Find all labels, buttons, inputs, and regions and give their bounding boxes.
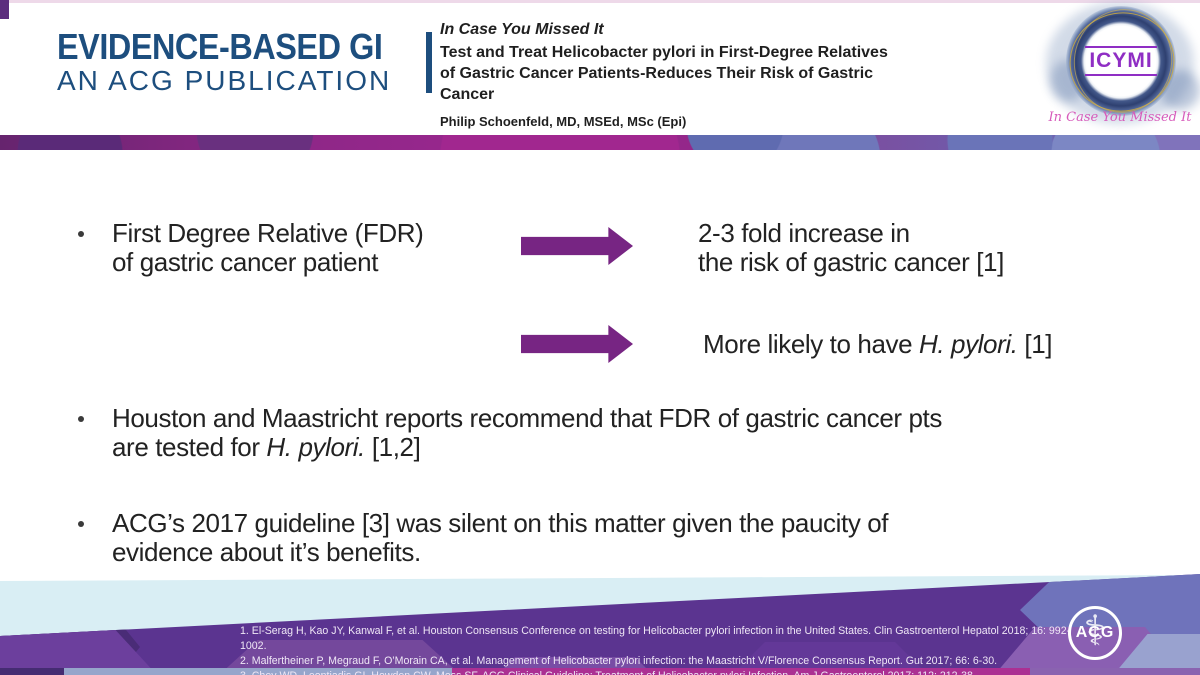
slide-title-line3: Cancer [440, 86, 495, 103]
top-edge-line [0, 0, 1200, 3]
reference-item: 3. Chey WD, Leontiadis GI, Howden CW, Mo… [240, 669, 1090, 675]
arrow-icon [521, 227, 633, 265]
bullet-3-line2: evidence about it’s benefits. [112, 537, 421, 567]
arrow-icon [521, 325, 633, 363]
acg-seal: ⚕ ACG [1068, 606, 1122, 660]
brand-subtitle: AN ACG PUBLICATION [57, 65, 392, 96]
bullet-2-line1: Houston and Maastricht reports recommend… [112, 403, 942, 433]
bullet-2-line2: are tested for H. pylori. [1,2] [112, 433, 942, 462]
bullet-3-line1: ACG’s 2017 guideline [3] was silent on t… [112, 508, 889, 538]
footer: 1. El-Serag H, Kao JY, Kanwal F, et al. … [0, 572, 1200, 675]
bullet-1-line2: of gastric cancer patient [112, 247, 379, 277]
result-1: 2-3 fold increase in the risk of gastric… [698, 219, 1004, 277]
footer-bottom-strip [0, 668, 1200, 675]
bullet-1: First Degree Relative (FDR) of gastric c… [112, 218, 424, 277]
slide-title-line1: Test and Treat Helicobacter pylori in Fi… [440, 44, 888, 61]
bullet-marker [78, 521, 84, 527]
result-2: More likely to have H. pylori. [1] [703, 329, 1053, 359]
bullet-2-citation: [1,2] [365, 432, 421, 462]
corner-notch [0, 0, 9, 19]
reference-list: 1. El-Serag H, Kao JY, Kanwal F, et al. … [240, 624, 1090, 675]
result-2-text: More likely to have [703, 329, 919, 359]
bullet-2-text: are tested for [112, 432, 267, 462]
result-2-italic: H. pylori. [918, 329, 1018, 359]
reference-item: 1. El-Serag H, Kao JY, Kanwal F, et al. … [240, 625, 1071, 652]
brand-divider [426, 32, 432, 93]
bullet-1-line1: First Degree Relative (FDR) [112, 218, 424, 248]
acg-seal-label: ACG [1075, 624, 1115, 641]
header-title-block: In Case You Missed It Test and Treat Hel… [440, 20, 1000, 129]
icymi-tagline: In Case You Missed It [1048, 110, 1192, 125]
bullet-3: ACG’s 2017 guideline [3] was silent on t… [112, 508, 889, 567]
brand-logo: EVIDENCE-BASED GI AN ACG PUBLICATION [57, 28, 419, 96]
bullet-2-italic: H. pylori. [266, 432, 366, 462]
header-accent-band [0, 135, 1200, 150]
bullet-2: Houston and Maastricht reports recommend… [112, 404, 942, 462]
bullet-marker [78, 416, 84, 422]
result-2-citation: [1] [1017, 329, 1053, 359]
icymi-watercolor-logo: ICYMI In Case You Missed It [1040, 0, 1200, 138]
author-name: Philip Schoenfeld, MD, MSEd, MSc (Epi) [440, 114, 687, 129]
watercolor-ring-icon [1066, 6, 1176, 116]
brand-title: EVIDENCE-BASED GI [57, 26, 383, 67]
bullet-marker [78, 231, 84, 237]
result-1-line2: the risk of gastric cancer [1] [698, 247, 1004, 277]
series-title: In Case You Missed It [440, 21, 604, 38]
icymi-acronym: ICYMI [1066, 6, 1176, 116]
result-1-line1: 2-3 fold increase in [698, 218, 910, 248]
slide-title-line2: of Gastric Cancer Patients-Reduces Their… [440, 65, 874, 82]
icymi-acronym-label: ICYMI [1085, 46, 1157, 76]
caduceus-icon: ⚕ [1083, 607, 1107, 654]
reference-item: 2. Malfertheiner P, Megraud F, O’Morain … [240, 655, 998, 667]
